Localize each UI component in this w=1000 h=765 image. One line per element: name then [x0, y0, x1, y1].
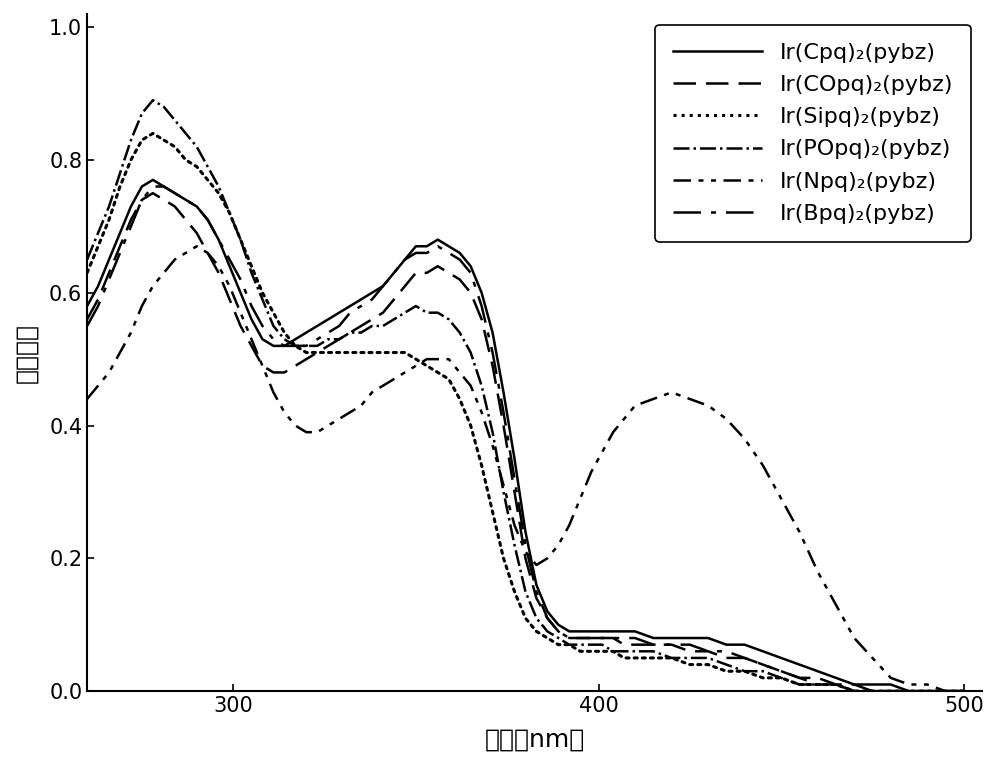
Line: Ir(Bpq)₂(pybz): Ir(Bpq)₂(pybz) [87, 187, 964, 691]
Ir(Cpq)₂(pybz) [147, 175, 159, 184]
Ir(POpq)₂(pybz) [848, 686, 860, 695]
Ir(Sipq)₂(pybz) [136, 135, 148, 145]
Ir(Bpq)₂(pybz) [213, 235, 225, 244]
Ir(Cpq)₂(pybz) [958, 686, 970, 695]
Ir(Cpq)₂(pybz) [81, 301, 93, 311]
Ir(Bpq)₂(pybz) [684, 640, 696, 649]
Ir(Sipq)₂(pybz) [519, 614, 531, 623]
Ir(POpq)₂(pybz) [213, 182, 225, 191]
Ir(Cpq)₂(pybz) [684, 633, 696, 643]
Ir(Sipq)₂(pybz) [235, 235, 247, 244]
Ir(Cpq)₂(pybz) [213, 235, 225, 244]
Ir(POpq)₂(pybz) [136, 109, 148, 118]
Ir(COpq)₂(pybz) [519, 554, 531, 563]
Ir(COpq)₂(pybz) [81, 314, 93, 324]
X-axis label: 波长（nm）: 波长（nm） [484, 727, 585, 751]
Ir(Sipq)₂(pybz) [940, 686, 952, 695]
Ir(Sipq)₂(pybz) [958, 686, 970, 695]
Ir(Cpq)₂(pybz) [903, 686, 915, 695]
Ir(Npq)₂(pybz) [136, 301, 148, 311]
Ir(Npq)₂(pybz) [213, 262, 225, 271]
Ir(COpq)₂(pybz) [940, 686, 952, 695]
Ir(Cpq)₂(pybz) [136, 182, 148, 191]
Line: Ir(Npq)₂(pybz): Ir(Npq)₂(pybz) [87, 246, 964, 691]
Ir(Cpq)₂(pybz) [940, 686, 952, 695]
Line: Ir(Sipq)₂(pybz): Ir(Sipq)₂(pybz) [87, 133, 964, 691]
Ir(Bpq)₂(pybz) [958, 686, 970, 695]
Ir(Bpq)₂(pybz) [147, 182, 159, 191]
Line: Ir(Cpq)₂(pybz): Ir(Cpq)₂(pybz) [87, 180, 964, 691]
Ir(Npq)₂(pybz) [191, 242, 203, 251]
Ir(Sipq)₂(pybz) [147, 129, 159, 138]
Legend: Ir(Cpq)₂(pybz), Ir(COpq)₂(pybz), Ir(Sipq)₂(pybz), Ir(POpq)₂(pybz), Ir(Npq)₂(pybz: Ir(Cpq)₂(pybz), Ir(COpq)₂(pybz), Ir(Sipq… [655, 25, 971, 242]
Ir(Bpq)₂(pybz) [519, 541, 531, 550]
Ir(Bpq)₂(pybz) [940, 686, 952, 695]
Ir(Npq)₂(pybz) [235, 308, 247, 317]
Ir(Bpq)₂(pybz) [136, 195, 148, 204]
Ir(Npq)₂(pybz) [921, 680, 933, 689]
Ir(Npq)₂(pybz) [81, 395, 93, 404]
Ir(POpq)₂(pybz) [684, 653, 696, 662]
Ir(COpq)₂(pybz) [147, 188, 159, 197]
Ir(Bpq)₂(pybz) [81, 321, 93, 330]
Ir(COpq)₂(pybz) [136, 195, 148, 204]
Ir(COpq)₂(pybz) [213, 269, 225, 278]
Ir(COpq)₂(pybz) [235, 321, 247, 330]
Ir(Npq)₂(pybz) [940, 686, 952, 695]
Y-axis label: 发射强度: 发射强度 [14, 323, 38, 382]
Ir(Npq)₂(pybz) [519, 547, 531, 556]
Ir(POpq)₂(pybz) [958, 686, 970, 695]
Line: Ir(POpq)₂(pybz): Ir(POpq)₂(pybz) [87, 100, 964, 691]
Ir(POpq)₂(pybz) [235, 235, 247, 244]
Ir(Npq)₂(pybz) [684, 395, 696, 404]
Ir(Bpq)₂(pybz) [848, 686, 860, 695]
Ir(Sipq)₂(pybz) [81, 269, 93, 278]
Ir(Npq)₂(pybz) [958, 686, 970, 695]
Ir(POpq)₂(pybz) [81, 255, 93, 264]
Ir(Cpq)₂(pybz) [235, 288, 247, 298]
Ir(POpq)₂(pybz) [940, 686, 952, 695]
Line: Ir(COpq)₂(pybz): Ir(COpq)₂(pybz) [87, 193, 964, 691]
Ir(POpq)₂(pybz) [147, 96, 159, 105]
Ir(Sipq)₂(pybz) [848, 686, 860, 695]
Ir(Sipq)₂(pybz) [684, 660, 696, 669]
Ir(Bpq)₂(pybz) [235, 275, 247, 284]
Ir(COpq)₂(pybz) [684, 646, 696, 656]
Ir(Sipq)₂(pybz) [213, 188, 225, 197]
Ir(POpq)₂(pybz) [519, 587, 531, 596]
Ir(COpq)₂(pybz) [958, 686, 970, 695]
Ir(Cpq)₂(pybz) [519, 527, 531, 536]
Ir(COpq)₂(pybz) [866, 686, 878, 695]
